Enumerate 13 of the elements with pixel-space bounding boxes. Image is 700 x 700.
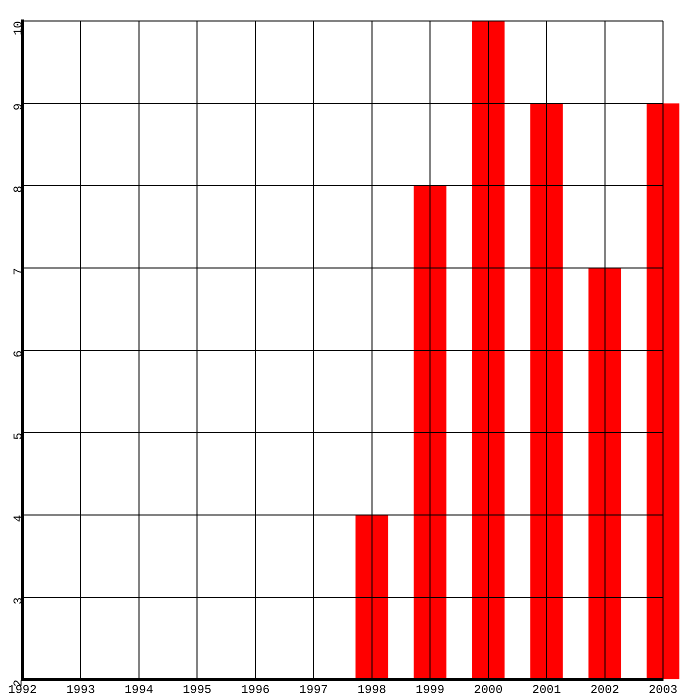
x-tick-label: 1994 [124, 682, 154, 697]
y-tick-label: 7 [12, 268, 26, 276]
x-tick-label: 1995 [182, 682, 212, 697]
x-tick-label: 1997 [299, 682, 328, 697]
x-tick-label: 2002 [590, 682, 620, 697]
x-tick-label: 2001 [532, 682, 561, 697]
x-tick-label: 1998 [357, 682, 386, 697]
x-tick-label: 1993 [66, 682, 96, 697]
x-tick-label: 2000 [474, 682, 503, 697]
y-tick-label: 4 [12, 514, 26, 522]
x-tick-label: 2003 [648, 682, 678, 697]
x-tick-label: 1999 [416, 682, 444, 697]
x-tick-label: 1996 [240, 682, 270, 697]
